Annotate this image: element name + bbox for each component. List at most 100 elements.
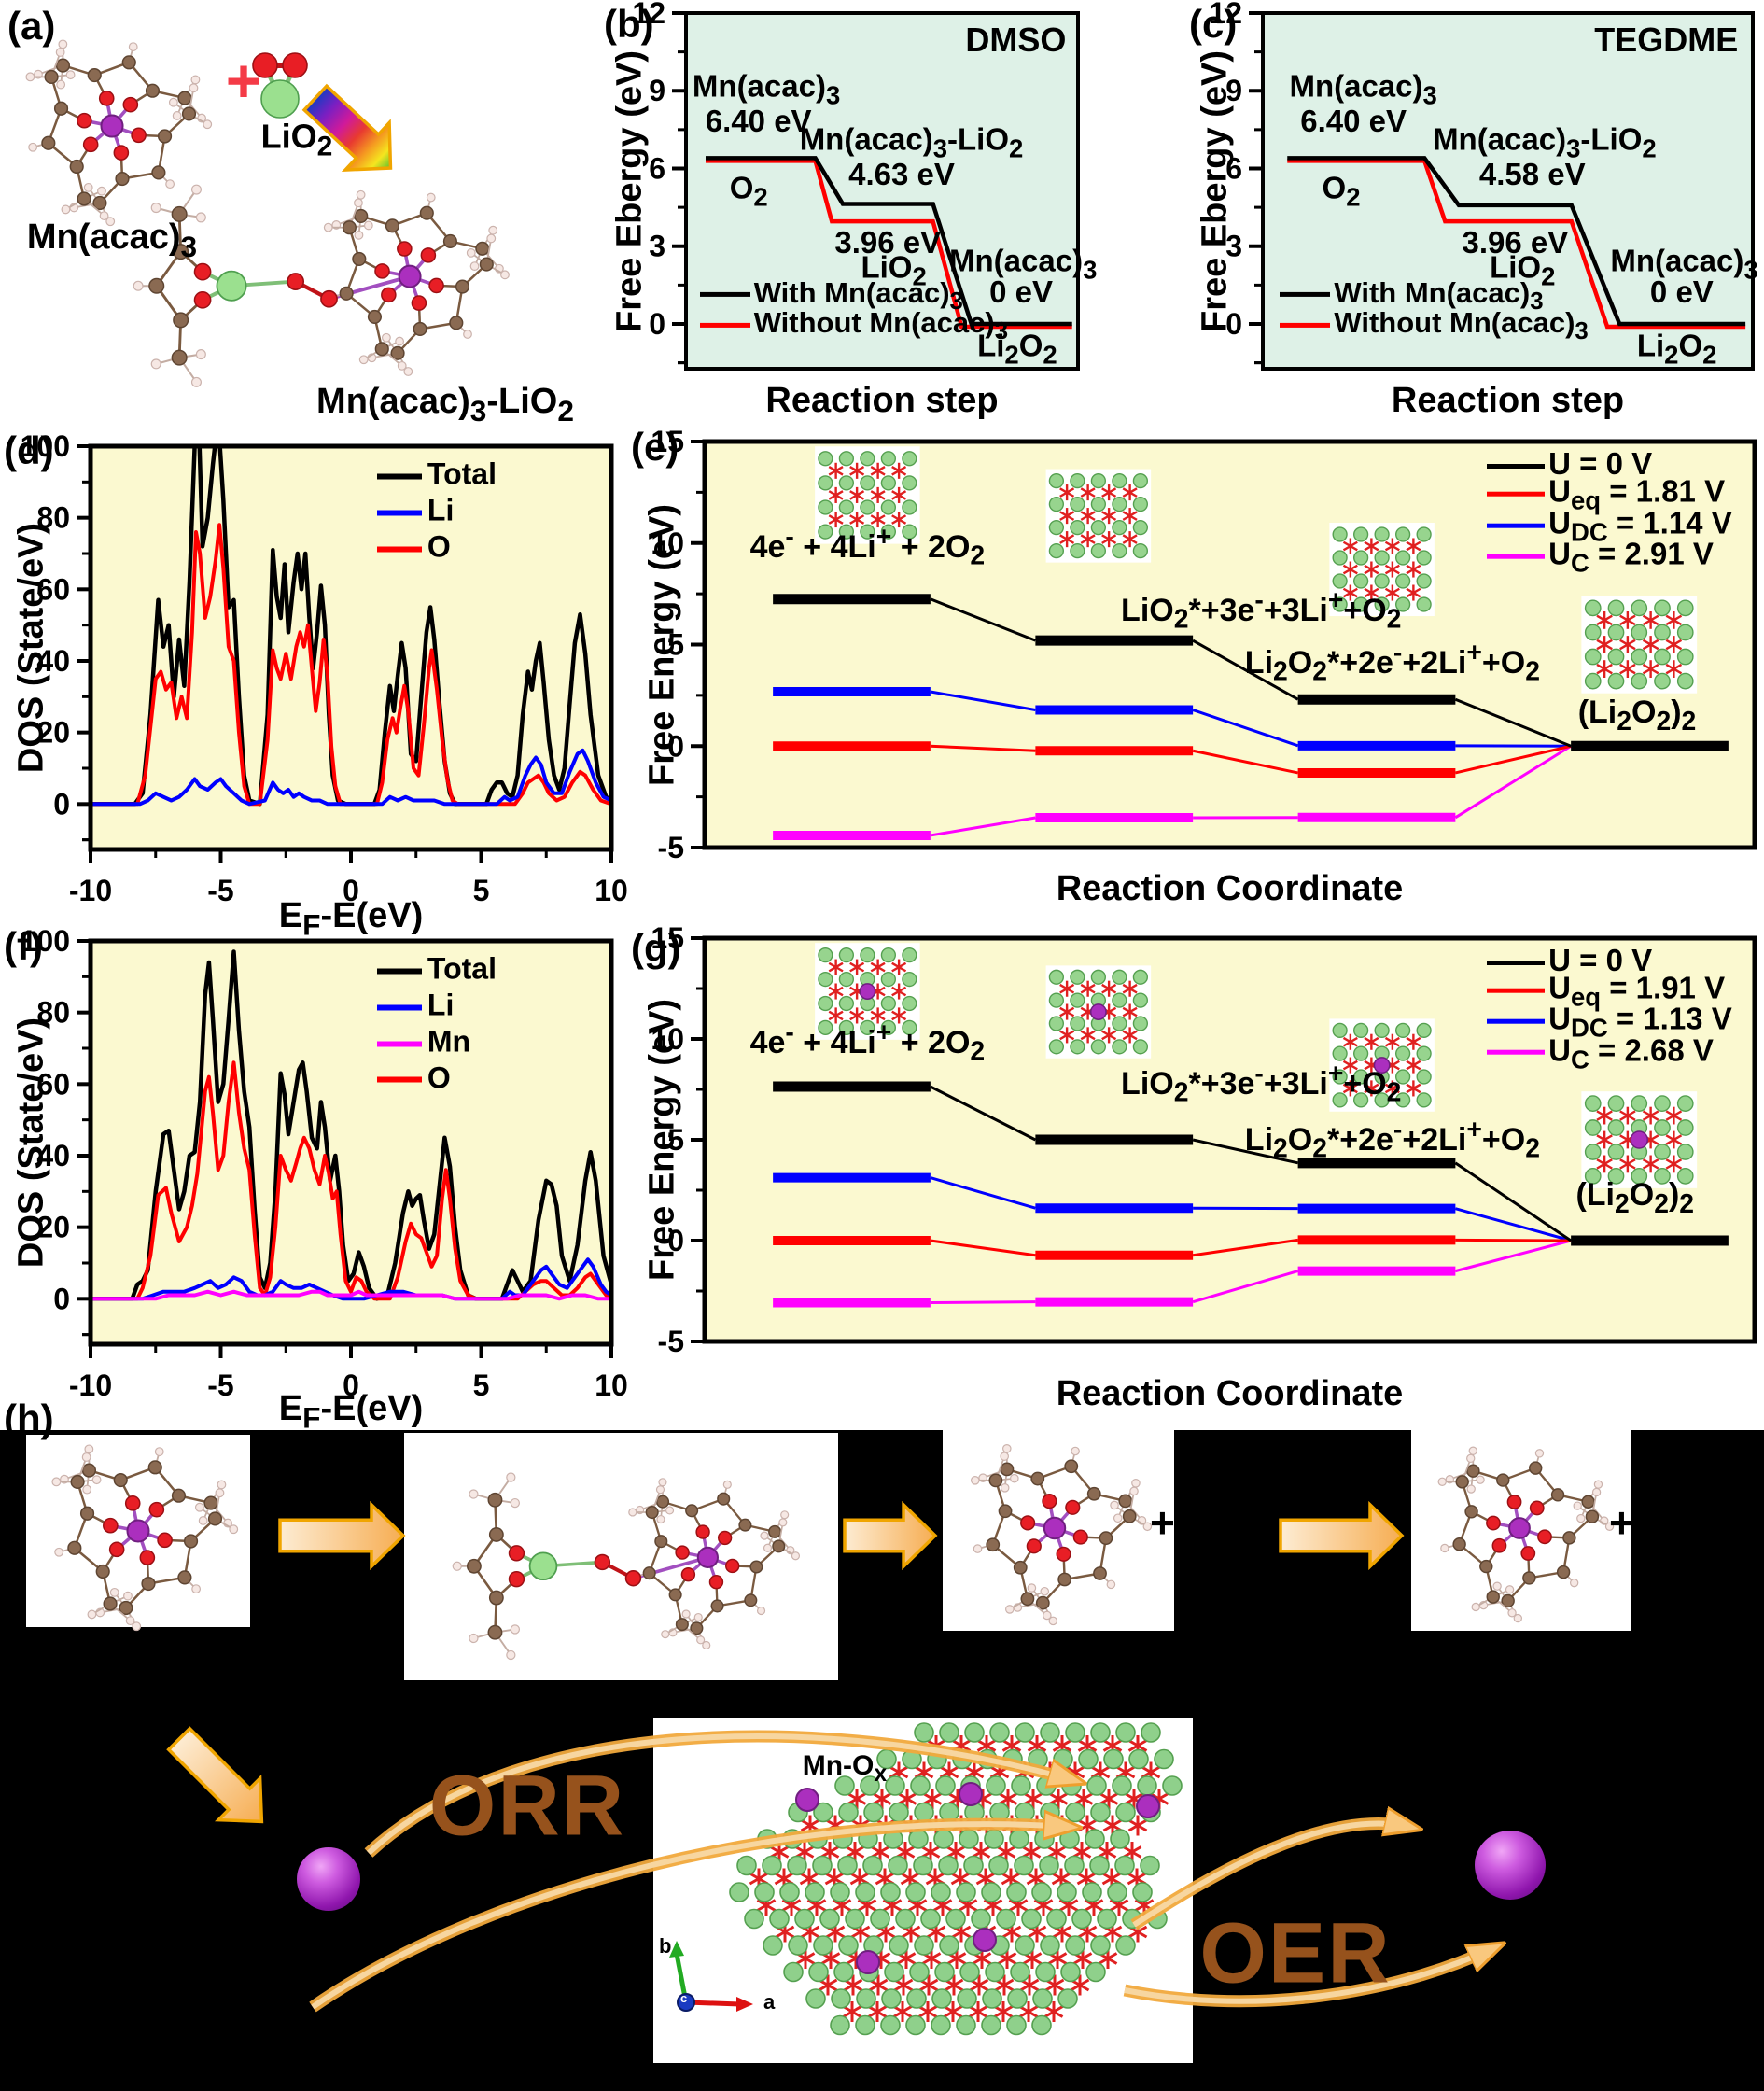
li-ball [1053,1748,1073,1770]
y-tick-label: 15 [651,425,684,458]
c-atom [419,205,434,220]
y-tick-label: 5 [667,628,684,662]
li-ball [834,1775,855,1796]
o-star-center [849,2009,855,2014]
h-atom [195,212,206,223]
h-atom [506,1472,516,1482]
x-axis-label: Reaction step [1391,381,1625,420]
h-atom [215,1488,225,1498]
li-ball [1040,1935,1060,1956]
annotation: DMSO [965,20,1067,59]
h-atom [99,211,109,221]
o-star-center [803,1956,808,1961]
li-ball [935,1775,956,1796]
c-atom [183,1534,199,1549]
o-atom [1491,1537,1507,1553]
o-star-center [1348,1062,1353,1068]
li-ball [880,451,897,467]
o-atom [1056,1546,1071,1562]
h-atom [189,83,199,93]
li-ball [860,524,875,540]
c-atom [121,55,136,70]
o-star-center [1079,1849,1085,1855]
o-atom [148,1501,165,1518]
h-atom [506,1649,516,1661]
li-ball [1015,1935,1035,1956]
molecule-box [404,1433,838,1680]
o-star-center [901,1982,906,1988]
h-atom [665,1506,675,1515]
o-star-center [1368,1039,1374,1045]
connector [1455,1238,1572,1242]
o-star-center [852,1849,858,1855]
c-atom [385,218,399,233]
mn-ball [1630,1130,1648,1149]
o-star-center [1602,1113,1607,1118]
o-star-center [896,989,902,994]
c-atom [81,1463,97,1478]
li-ball [888,1855,908,1876]
c-atom [69,159,84,175]
annotation: 0 eV [1649,274,1714,310]
li-ball [1048,519,1065,536]
legend-item: UDC = 1.13 V [1487,1002,1732,1044]
o-star-center [857,1875,862,1882]
o-star-center [1059,1743,1065,1748]
o-atom [675,1545,690,1560]
annotation: 0 eV [989,274,1054,310]
o-star-center [875,989,881,994]
o-star-center [833,989,839,994]
y-tick-label: 0 [667,729,684,763]
o-star-center [978,1849,984,1855]
h-atom [763,1543,773,1552]
h-atom [194,1502,204,1512]
h-atom [217,1480,227,1490]
x-axis-label: Reaction Coordinate [1056,1374,1404,1413]
li-ball [1090,1935,1111,1956]
curved-arrow-inner [1132,1824,1409,1928]
li-ball [1089,1855,1110,1876]
o-star-center [1410,590,1416,596]
h-atom [469,1489,479,1499]
li-ball [1115,1722,1136,1743]
li-ball [863,1802,884,1823]
li-ball [984,1829,1004,1849]
o-atom [282,52,308,78]
step-label: (Li2O2)2 [1577,694,1697,737]
h-atom [1129,1486,1139,1496]
curved-arrow-inner [311,1824,1069,2010]
h-atom [661,1630,670,1639]
c-atom [44,69,59,85]
li-ball [855,2014,875,2036]
h-atom [760,1531,769,1540]
y-tick-label: 9 [649,74,665,107]
li-ball [1065,1802,1085,1823]
li-ball [908,1829,929,1849]
y-tick-label: 6 [1225,151,1242,185]
li-ball [856,1988,876,2009]
annotation: 3.96 eV [834,224,942,260]
o-star-center [854,964,860,970]
li-ball [1048,542,1065,559]
li-ball [920,1908,941,1930]
o-star-center [1066,1902,1071,1908]
mn-catalyst-sphere-right [1475,1831,1546,1900]
li-ball [779,1882,800,1902]
li-ball [1654,672,1671,690]
li-ball [1416,1046,1432,1061]
li-ball [981,1882,1001,1902]
o-star-center [1368,1086,1374,1091]
o-star-center [1080,1956,1085,1961]
o-star-center [1085,1032,1091,1038]
y-tick-label: 12 [632,0,665,30]
li-ball [837,1855,858,1876]
c-atom [1099,1531,1113,1546]
h-atom [356,189,366,200]
o-atom [1520,1546,1536,1561]
li-ball [1048,472,1065,489]
o-atom [1506,1495,1522,1509]
o-star-center [1348,543,1353,549]
step-label: LiO2*+3e-+3Li++O2 [1121,1058,1402,1108]
li-ball [981,2014,1001,2036]
